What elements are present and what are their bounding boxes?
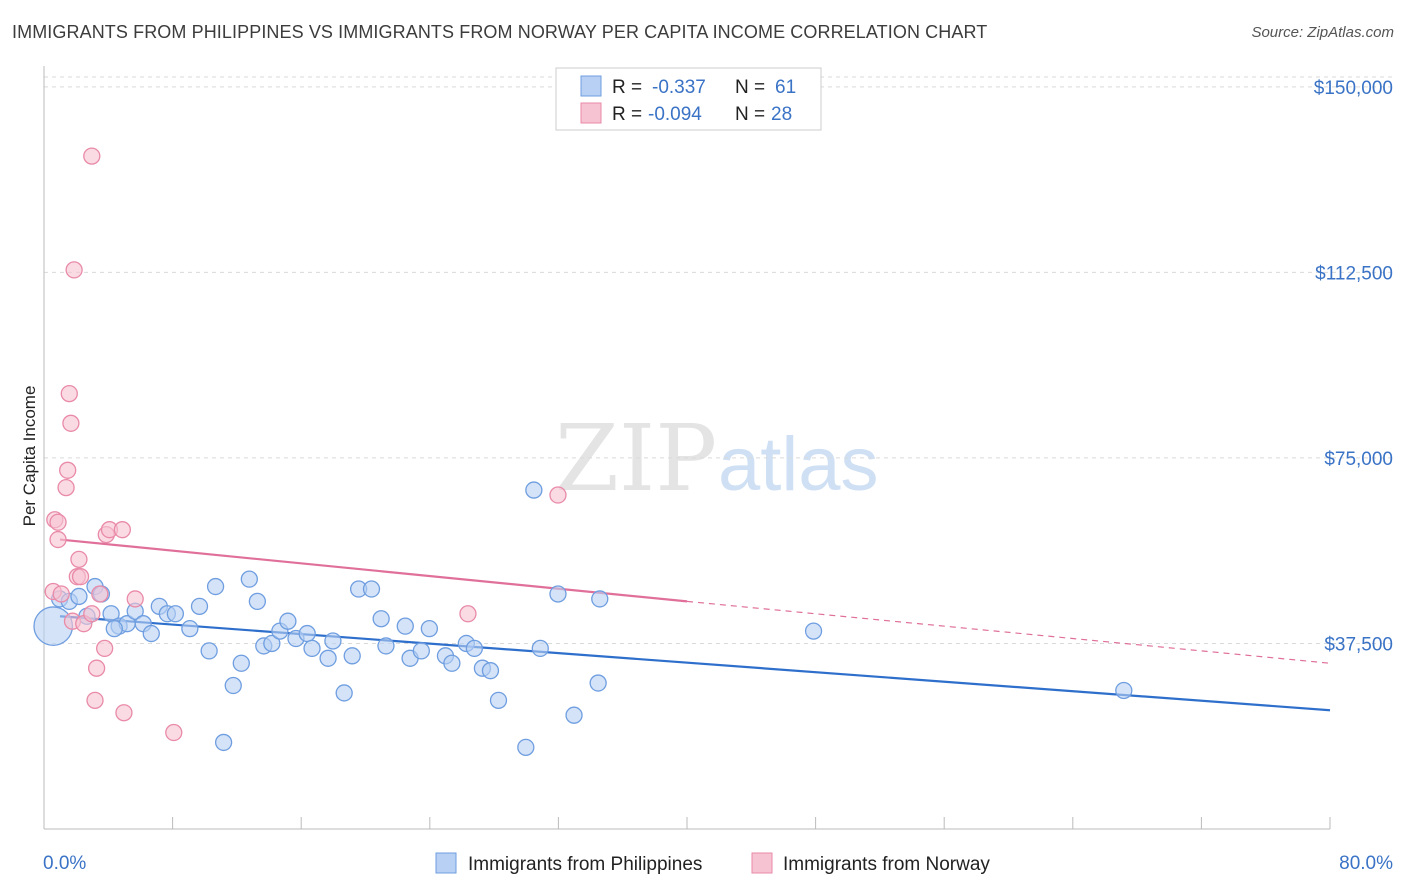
legend-r-value-philippines: -0.337 [652, 77, 706, 98]
point-norway [49, 530, 67, 549]
point-philippines [589, 674, 607, 692]
x-tick-label-min: 0.0% [43, 853, 86, 874]
point-philippines [240, 570, 258, 588]
y-tick-label: $37,500 [1324, 634, 1393, 655]
point-philippines [517, 738, 535, 757]
point-philippines [263, 634, 281, 653]
point-norway [91, 585, 109, 603]
point-philippines [531, 639, 549, 658]
chart-source: Source: ZipAtlas.com [1251, 24, 1394, 41]
y-axis-title: Per Capita Income [20, 386, 39, 527]
point-philippines [565, 706, 583, 724]
point-norway [60, 384, 78, 403]
legend-r-value-norway: -0.094 [648, 104, 702, 125]
point-philippines [200, 642, 218, 660]
legend-n-label-norway: N = [735, 104, 765, 125]
point-norway [87, 659, 106, 677]
x-tick-label-max: 80.0% [1339, 853, 1393, 874]
point-norway [71, 568, 90, 586]
point-philippines [224, 676, 242, 695]
y-tick-label: $150,000 [1314, 78, 1393, 99]
point-norway [126, 590, 144, 608]
point-philippines [335, 684, 353, 702]
legend-r-label-philippines: R = [612, 77, 642, 98]
point-philippines [591, 590, 609, 608]
bottom-legend-swatch-norway [751, 852, 773, 874]
point-philippines [396, 617, 414, 635]
trend-lines [59, 538, 1331, 712]
legend-n-value-philippines: 61 [775, 77, 796, 98]
point-philippines [804, 622, 823, 640]
point-philippines [362, 580, 381, 598]
point-philippines [481, 662, 500, 680]
point-philippines [70, 587, 88, 606]
point-norway [62, 414, 80, 432]
point-philippines [232, 654, 250, 672]
point-norway [113, 521, 131, 539]
point-philippines [412, 642, 430, 660]
axes: $37,500 $75,000 $112,500 $150,000 [43, 66, 1393, 830]
point-philippines [206, 577, 225, 596]
point-philippines [377, 637, 395, 655]
point-norway [165, 723, 183, 742]
point-norway [459, 605, 477, 623]
point-norway [83, 147, 101, 165]
watermark-atlas: atlas [718, 422, 879, 507]
point-philippines [324, 632, 342, 650]
point-philippines [489, 691, 508, 710]
point-philippines [214, 733, 233, 752]
point-norway [57, 478, 75, 497]
point-philippines [525, 481, 543, 499]
point-philippines [279, 612, 297, 630]
point-norway [115, 704, 133, 722]
stats-legend: R = -0.337 N = 61 R = -0.094 N = 28 [555, 67, 822, 131]
point-norway [52, 585, 70, 603]
point-norway [65, 261, 83, 279]
point-norway [49, 513, 67, 531]
point-philippines [166, 605, 185, 623]
bottom-legend-philippines: Immigrants from Philippines [468, 854, 702, 875]
point-philippines [142, 624, 160, 643]
watermark-zip: ZIP [555, 405, 717, 512]
y-tick-label: $75,000 [1324, 449, 1393, 470]
point-philippines [248, 592, 267, 611]
point-norway [70, 550, 88, 568]
bottom-legend-swatch-philippines [435, 852, 457, 874]
point-philippines [420, 619, 439, 638]
point-philippines [181, 619, 199, 638]
point-philippines [549, 585, 567, 603]
point-philippines [343, 647, 361, 665]
point-philippines [303, 639, 321, 658]
bottom-legend-norway: Immigrants from Norway [783, 854, 990, 875]
point-philippines [372, 610, 390, 628]
legend-n-label-philippines: N = [735, 77, 765, 98]
point-norway [86, 691, 104, 710]
legend-swatch-philippines [580, 75, 602, 97]
watermark: ZIP atlas [555, 405, 879, 512]
y-tick-label: $112,500 [1315, 263, 1393, 284]
point-philippines [1115, 681, 1133, 700]
point-philippines [443, 654, 461, 672]
point-philippines [105, 619, 123, 638]
trend-line-norway [59, 538, 688, 603]
point-norway [83, 605, 101, 623]
point-norway [549, 486, 567, 504]
point-philippines [465, 639, 484, 658]
point-philippines [319, 649, 337, 667]
point-philippines [298, 624, 316, 643]
legend-n-value-norway: 28 [771, 104, 792, 125]
data-points [33, 147, 1133, 757]
point-norway [96, 639, 114, 658]
trend-line-norway-extension [686, 600, 1331, 664]
trend-line-philippines [59, 615, 1331, 712]
legend-r-label-norway: R = [612, 104, 642, 125]
chart-title: IMMIGRANTS FROM PHILIPPINES VS IMMIGRANT… [12, 22, 988, 42]
legend-swatch-norway [580, 102, 602, 124]
point-norway [59, 461, 77, 479]
point-philippines [190, 597, 209, 616]
series-legend: Immigrants from Philippines Immigrants f… [435, 852, 990, 875]
